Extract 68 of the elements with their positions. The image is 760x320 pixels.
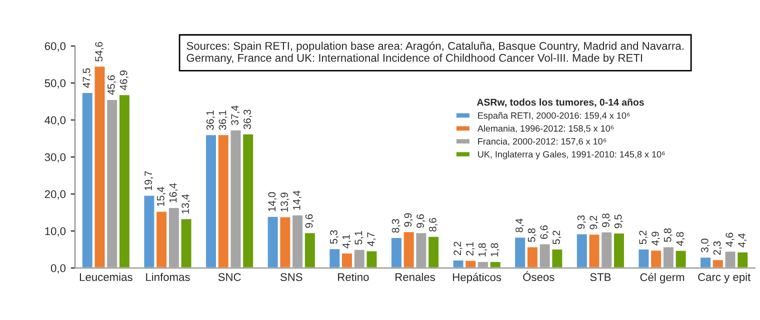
data-label: 1,8 <box>490 243 500 256</box>
x-tick-label: Cél germ <box>640 272 684 284</box>
y-tick-label: 60,0 <box>44 42 66 52</box>
data-label: 9,5 <box>614 214 624 228</box>
y-tick-label: 40,0 <box>44 116 66 126</box>
y-tick-label: 10,0 <box>45 227 66 236</box>
data-label: 4,8 <box>676 232 685 246</box>
data-label: 16,4 <box>169 183 178 202</box>
x-tick-label: Retino <box>338 272 369 282</box>
y-tick-label: 20,0 <box>44 190 66 200</box>
x-tick-label: SNS <box>280 273 302 282</box>
data-label: 36,1 <box>206 110 216 130</box>
data-label: 5,3 <box>330 230 339 244</box>
data-label: 13,9 <box>280 192 290 212</box>
x-tick-label: Óseos <box>523 271 554 282</box>
data-label: 3,0 <box>700 238 710 252</box>
data-label: 9,6 <box>416 214 426 228</box>
data-label: 36,1 <box>218 110 228 130</box>
x-tick-label: Hepáticos <box>453 272 502 284</box>
data-label: 2,1 <box>466 242 475 256</box>
x-tick-label: Linfomas <box>146 272 190 282</box>
data-label: 45,6 <box>108 75 116 95</box>
x-tick-label: STB <box>590 273 611 282</box>
data-label: 8,6 <box>428 218 438 232</box>
data-label: 4,6 <box>726 232 734 247</box>
x-tick-label: SNC <box>218 273 241 282</box>
data-label: 9,6 <box>305 214 314 228</box>
legend-label: Francia, 2000-2012: 157,6 x 10⁶ <box>478 138 606 146</box>
y-tick-label: 50,0 <box>44 79 66 88</box>
y-tick-label: 30,0 <box>44 153 66 162</box>
data-label: 2,2 <box>454 242 462 256</box>
data-label: 1,8 <box>478 243 488 256</box>
data-label: 47,5 <box>82 68 92 88</box>
x-tick-label: Renales <box>396 272 435 282</box>
data-label: 5,1 <box>354 230 364 245</box>
data-label: 4,9 <box>652 232 660 246</box>
data-label: 5,8 <box>528 228 536 242</box>
data-label: 9,3 <box>577 215 586 229</box>
data-label: 5,8 <box>664 228 672 242</box>
data-label: 14,4 <box>293 190 302 210</box>
x-tick-label: Carc y epit <box>698 272 751 284</box>
data-label: 9,2 <box>590 216 598 230</box>
data-label: 5,2 <box>639 230 648 244</box>
data-label: 13,4 <box>182 194 190 214</box>
data-label: 8,3 <box>392 219 400 233</box>
data-label: 6,6 <box>540 225 549 239</box>
data-label: 54,6 <box>95 42 104 62</box>
data-label: 37,4 <box>231 105 240 126</box>
legend-label: Alemania, 1996-2012: 158,5 x 10⁶ <box>477 125 614 133</box>
legend-label: UK, Inglaterra y Gales, 1991-2010: 145,8 x 10⁶ <box>478 150 665 160</box>
x-tick-label: Leucemias <box>80 272 132 282</box>
data-label: 2,3 <box>713 241 722 255</box>
data-label: 15,4 <box>157 186 166 206</box>
data-label: 46,9 <box>120 70 128 90</box>
data-label: 14,0 <box>268 192 277 212</box>
data-label: 4,1 <box>342 234 352 248</box>
data-label: 5,2 <box>552 230 562 244</box>
data-label: 19,7 <box>144 171 154 190</box>
data-label: 4,7 <box>367 232 376 246</box>
legend-title: ASRw, todos los tumores, 0-14 años <box>476 98 644 108</box>
data-label: 8,4 <box>516 218 524 232</box>
data-label: 9,9 <box>404 213 413 227</box>
annotation: Sources: Spain RETI, population base area: Aragón, Cataluña, Basque Country, Madrid and Navarra. Germany, France and UK: International Incidence of Childhood Cancer Vol-III. Made by RETI <box>186 42 684 64</box>
y-tick-label: 0,0 <box>50 264 66 274</box>
data-label: 36,3 <box>244 110 252 130</box>
legend-label: España RETI, 2000-2016: 159,4 x 10⁶ <box>478 112 630 121</box>
data-label: 4,4 <box>738 233 747 248</box>
data-label: 9,8 <box>602 214 611 228</box>
